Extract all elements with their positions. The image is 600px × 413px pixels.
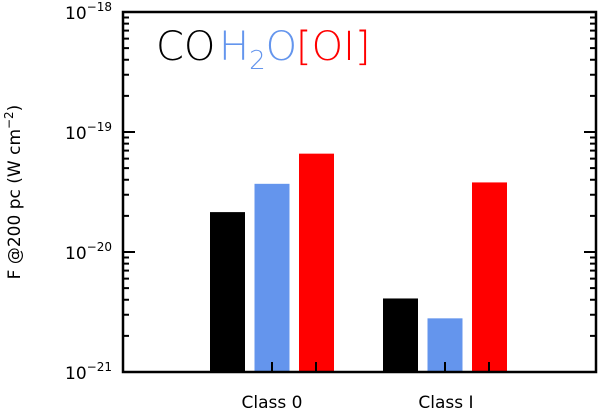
y-tick-label-exp: −20 xyxy=(87,240,112,254)
x-tick-label-class-1: Class I xyxy=(418,393,473,413)
legend-oi: [OI] xyxy=(296,24,371,70)
bar-co-class-0 xyxy=(210,212,245,372)
legend-h2o: H2O xyxy=(219,24,297,76)
y-tick-label-exp: −21 xyxy=(87,360,112,374)
y-tick-label-exp: −19 xyxy=(87,120,112,134)
y-tick-label: 10−18 xyxy=(65,0,112,24)
y-tick-label: 10−19 xyxy=(65,120,112,144)
y-axis-label-close: ) xyxy=(5,105,25,112)
y-tick-label-base: 10 xyxy=(65,364,87,384)
axis-ticks xyxy=(123,16,596,373)
bar-oi-class-0 xyxy=(299,153,334,372)
legend-co: CO xyxy=(156,24,215,70)
legend: CO H2O [OI] xyxy=(156,24,371,76)
y-tick-label-base: 10 xyxy=(65,244,87,264)
y-axis-label-exp: −2 xyxy=(2,111,16,129)
bars-group xyxy=(210,153,507,372)
bar-h2o-class-0 xyxy=(254,183,290,372)
y-tick-label: 10−20 xyxy=(65,240,112,264)
bar-co-class-i xyxy=(383,298,418,372)
legend-h2o-h: H xyxy=(219,24,249,70)
y-tick-label-base: 10 xyxy=(65,4,87,24)
y-axis-label: F @200 pc (W cm−2) xyxy=(2,105,25,280)
legend-h2o-o: O xyxy=(266,24,297,70)
y-tick-label-base: 10 xyxy=(65,124,87,144)
y-axis-label-main: F @200 pc (W cm xyxy=(5,129,25,279)
y-tick-label-exp: −18 xyxy=(87,0,112,14)
legend-h2o-sub: 2 xyxy=(249,46,266,76)
y-tick-label: 10−21 xyxy=(65,360,112,384)
x-tick-label-class-0: Class 0 xyxy=(242,393,303,413)
bar-oi-class-i xyxy=(472,182,507,372)
plot-frame xyxy=(121,10,598,374)
